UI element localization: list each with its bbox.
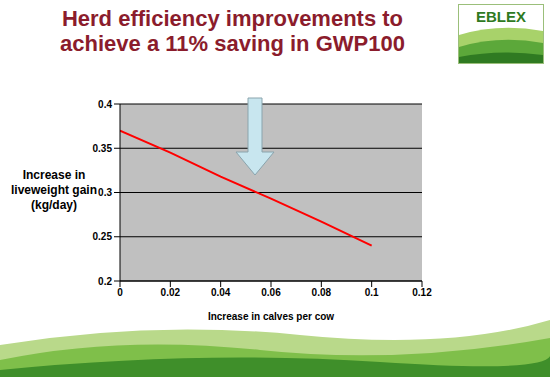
svg-text:0.02: 0.02 bbox=[161, 287, 181, 298]
html-text:Increase in liveweight gain (k: Increase in liveweight gain (kg/day) bbox=[11, 168, 97, 212]
svg-text:0.1: 0.1 bbox=[365, 287, 379, 298]
html-text:Increase in calves per cow: Increase in calves per cow bbox=[207, 311, 335, 322]
svg-text:0.3: 0.3 bbox=[98, 187, 112, 198]
svg-text:0.4: 0.4 bbox=[98, 99, 112, 110]
svg-text:0.25: 0.25 bbox=[93, 231, 113, 242]
svg-text:0.08: 0.08 bbox=[312, 287, 332, 298]
svg-text:0.35: 0.35 bbox=[93, 143, 113, 154]
svg-text:0: 0 bbox=[117, 287, 123, 298]
svg-text:0.2: 0.2 bbox=[98, 276, 112, 287]
html-text:EBLEX: EBLEX bbox=[476, 8, 526, 25]
html-text:Herd efficiency improvements t: Herd efficiency improvements to achieve … bbox=[60, 6, 405, 56]
svg-text:0.06: 0.06 bbox=[261, 287, 281, 298]
svg-text:0.04: 0.04 bbox=[211, 287, 231, 298]
svg-text:0.12: 0.12 bbox=[412, 287, 432, 298]
